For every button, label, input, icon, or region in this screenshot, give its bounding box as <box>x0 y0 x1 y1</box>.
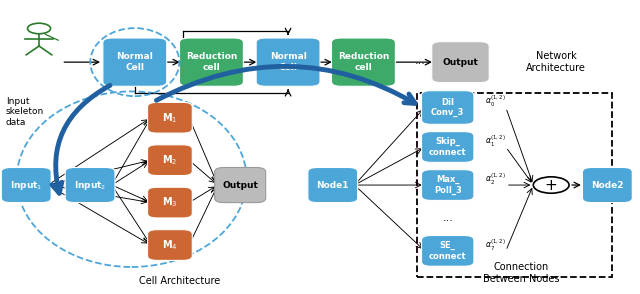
Text: +: + <box>545 178 557 193</box>
Text: M$_4$: M$_4$ <box>162 238 178 252</box>
Text: ...: ... <box>442 213 453 223</box>
FancyBboxPatch shape <box>148 187 192 218</box>
Text: Cell Architecture: Cell Architecture <box>139 276 220 286</box>
FancyBboxPatch shape <box>582 168 632 203</box>
Text: Reduction
cell: Reduction cell <box>338 52 389 72</box>
Text: Reduction
cell: Reduction cell <box>186 52 237 72</box>
Text: Input$_2$: Input$_2$ <box>74 178 106 191</box>
FancyBboxPatch shape <box>1 168 51 203</box>
Text: Node1: Node1 <box>317 181 349 190</box>
FancyBboxPatch shape <box>422 235 474 266</box>
FancyBboxPatch shape <box>432 42 489 83</box>
FancyBboxPatch shape <box>148 230 192 260</box>
Text: Normal
Cell: Normal Cell <box>269 52 307 72</box>
FancyBboxPatch shape <box>214 168 266 203</box>
FancyBboxPatch shape <box>148 145 192 176</box>
Text: Node2: Node2 <box>591 181 623 190</box>
Text: M$_2$: M$_2$ <box>163 153 178 167</box>
Text: Output: Output <box>442 58 479 67</box>
Text: $\alpha_0^{(1,2)}$: $\alpha_0^{(1,2)}$ <box>484 94 506 109</box>
Text: $\alpha_1^{(1,2)}$: $\alpha_1^{(1,2)}$ <box>484 133 506 149</box>
Text: Dil
Conv_3: Dil Conv_3 <box>431 98 465 117</box>
Text: SE_
connect: SE_ connect <box>429 241 467 261</box>
FancyBboxPatch shape <box>422 170 474 201</box>
Text: ...: ... <box>415 56 426 66</box>
FancyBboxPatch shape <box>308 168 358 203</box>
Text: M$_1$: M$_1$ <box>162 111 178 125</box>
Text: Skip_
connect: Skip_ connect <box>429 137 467 157</box>
FancyBboxPatch shape <box>422 91 474 124</box>
FancyBboxPatch shape <box>103 38 167 86</box>
FancyBboxPatch shape <box>148 102 192 133</box>
FancyBboxPatch shape <box>422 132 474 162</box>
Text: Network
Architecture: Network Architecture <box>526 51 586 73</box>
Text: M$_3$: M$_3$ <box>162 196 178 210</box>
FancyBboxPatch shape <box>256 38 320 86</box>
Text: Input$_1$: Input$_1$ <box>10 178 42 191</box>
Text: Connection
Between Nodes: Connection Between Nodes <box>483 262 559 284</box>
Text: Output: Output <box>222 181 258 190</box>
Text: Input
skeleton
data: Input skeleton data <box>6 97 44 127</box>
FancyBboxPatch shape <box>65 168 115 203</box>
Text: Normal
Cell: Normal Cell <box>116 52 153 72</box>
Circle shape <box>533 177 569 193</box>
Text: $\alpha_7^{(1,2)}$: $\alpha_7^{(1,2)}$ <box>484 237 506 253</box>
Text: $\alpha_2^{(1,2)}$: $\alpha_2^{(1,2)}$ <box>484 171 506 187</box>
FancyBboxPatch shape <box>332 38 396 86</box>
FancyBboxPatch shape <box>179 38 243 86</box>
Text: Max_
Poll_3: Max_ Poll_3 <box>434 175 461 195</box>
